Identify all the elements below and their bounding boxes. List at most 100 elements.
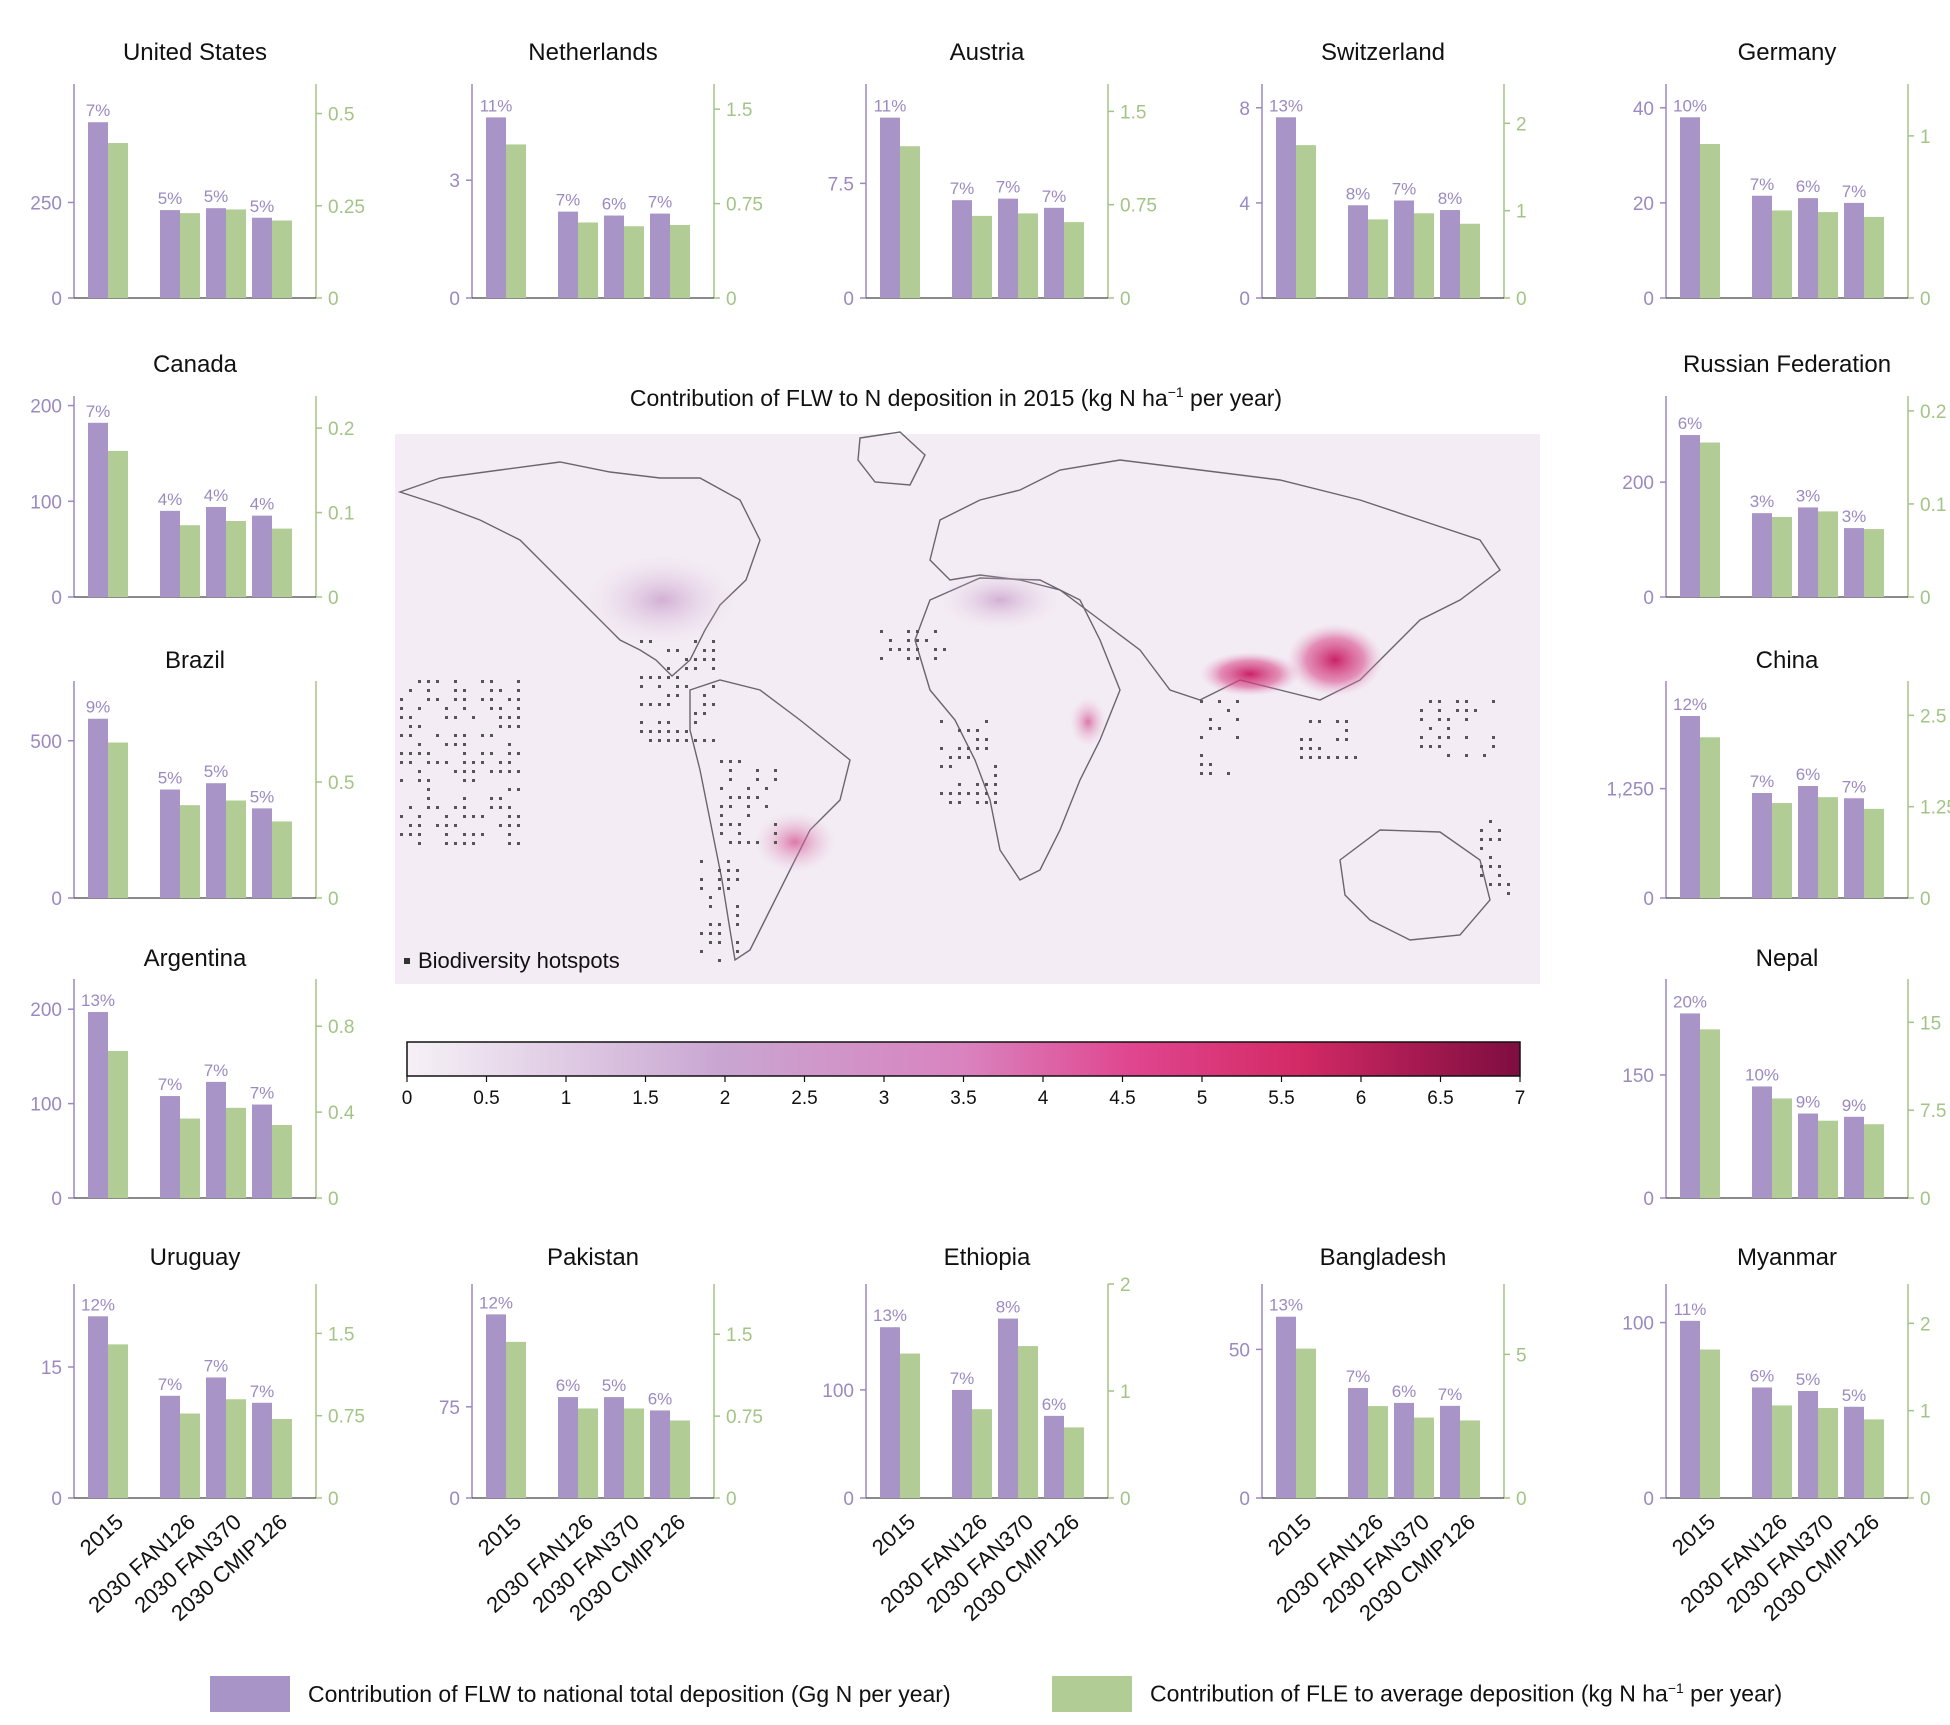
hotspot-dot [1489, 838, 1492, 841]
left-tick-label: 0 [449, 289, 460, 310]
left-tick-label: 0 [51, 1189, 62, 1210]
hotspot-dot [958, 792, 961, 795]
legend-label-flw: Contribution of FLW to national total de… [308, 1680, 951, 1707]
legend-swatch-flw [210, 1676, 290, 1712]
left-tick-label: 0 [51, 588, 62, 609]
bar-percent-label: 5% [602, 1376, 627, 1395]
hotspot-dot [712, 667, 715, 670]
panel-title: Nepal [1756, 945, 1819, 972]
left-tick-label: 20 [1633, 194, 1654, 215]
hotspot-dot [736, 869, 739, 872]
bar-fle [1772, 803, 1792, 898]
bar-percent-label: 7% [158, 1375, 183, 1394]
bar-flw [252, 515, 272, 597]
map-title: Contribution of FLW to N deposition in 2… [630, 384, 1282, 411]
hotspot-dot [727, 860, 730, 863]
bar-fle [226, 1107, 246, 1198]
hotspot-dot [1200, 700, 1203, 703]
bar-percent-label: 7% [1042, 187, 1067, 206]
right-tick-label: 0.5 [328, 773, 354, 794]
bar-flw [206, 208, 226, 298]
right-tick-label: 0 [1920, 289, 1931, 310]
hotspot-dot [1489, 820, 1492, 823]
hotspot-dot [694, 721, 697, 724]
hotspot-dot [490, 689, 493, 692]
bar-flw [1798, 786, 1818, 898]
bar-fle [1018, 1346, 1038, 1498]
hotspot-dot [490, 806, 493, 809]
bar-flw [1752, 513, 1772, 597]
hotspot-dot [736, 941, 739, 944]
hotspot-dot [463, 806, 466, 809]
hotspot-dot [738, 832, 741, 835]
bar-percent-label: 13% [81, 991, 115, 1010]
bar-percent-label: 7% [648, 193, 673, 212]
hotspot-dot [967, 792, 970, 795]
hotspot-dot [499, 797, 502, 800]
bar-fle [1772, 1405, 1792, 1498]
bar-fle [900, 1353, 920, 1498]
hotspot-dot [1507, 883, 1510, 886]
hotspot-dot [409, 806, 412, 809]
hotspot-dot [1236, 736, 1239, 739]
hotspot-dot [1309, 747, 1312, 750]
bar-fle [226, 520, 246, 597]
left-tick-label: 40 [1633, 99, 1654, 120]
bar-percent-label: 8% [1346, 184, 1371, 203]
hotspot-dot [958, 747, 961, 750]
left-tick-label: 1,250 [1606, 780, 1654, 801]
legend: Contribution of FLW to national total de… [210, 1672, 1950, 1716]
hotspot-dot [736, 923, 739, 926]
bar-percent-label: 7% [86, 402, 111, 421]
right-tick-label: 7.5 [1920, 1101, 1946, 1122]
hotspot-dot [1336, 756, 1339, 759]
hotspot-dot [1318, 747, 1321, 750]
hotspot-dot [1483, 754, 1486, 757]
bar-fle [1700, 1349, 1720, 1498]
hotspot-dot [712, 649, 715, 652]
bar-percent-label: 7% [1438, 1385, 1463, 1404]
right-tick-label: 0 [1920, 1189, 1931, 1210]
hotspot-dot [958, 801, 961, 804]
hotspot-dot [1200, 736, 1203, 739]
hotspot-dot [967, 729, 970, 732]
hotspot-dot [747, 814, 750, 817]
hotspot-dot [736, 905, 739, 908]
bar-fle [1296, 145, 1316, 298]
panel-russian-federation: Russian Federation 0 200 0 0.1 0.2 6% 3% 3% 3% [1622, 351, 1946, 609]
bar-flw [1752, 1086, 1772, 1198]
bar-flw [1844, 798, 1864, 898]
right-tick-label: 1.5 [328, 1324, 354, 1345]
left-tick-label: 500 [30, 732, 62, 753]
right-tick-label: 1 [1120, 1382, 1131, 1403]
hotspot-dot [1309, 756, 1312, 759]
hotspot-dot [1336, 720, 1339, 723]
bar-flw [160, 510, 180, 597]
bar-flw [1844, 1116, 1864, 1198]
hotspot-dot [658, 685, 661, 688]
hotspot-dot [709, 923, 712, 926]
hotspot-dot [640, 703, 643, 706]
colorbar-tick-label: 6.5 [1427, 1088, 1453, 1109]
hotspot-dot [1420, 718, 1423, 721]
hotspot-dot [756, 778, 759, 781]
bar-flw [88, 422, 108, 597]
hotspot-dot [499, 725, 502, 728]
hotspot-dot [409, 725, 412, 728]
bar-flw [1440, 210, 1460, 298]
hotspot-dot [676, 694, 679, 697]
right-tick-label: 0 [1920, 1489, 1931, 1510]
bar-flw [650, 1410, 670, 1498]
hotspot-dot [685, 730, 688, 733]
bar-fle [1818, 797, 1838, 898]
hotspot-dot [490, 752, 493, 755]
hotspot-dot [649, 640, 652, 643]
hotspot-dot [454, 770, 457, 773]
hotspot-dot [649, 730, 652, 733]
hotspot-dot [907, 648, 910, 651]
hotspot-dot [1209, 718, 1212, 721]
bar-fle [1368, 1406, 1388, 1498]
bar-percent-label: 6% [602, 195, 627, 214]
